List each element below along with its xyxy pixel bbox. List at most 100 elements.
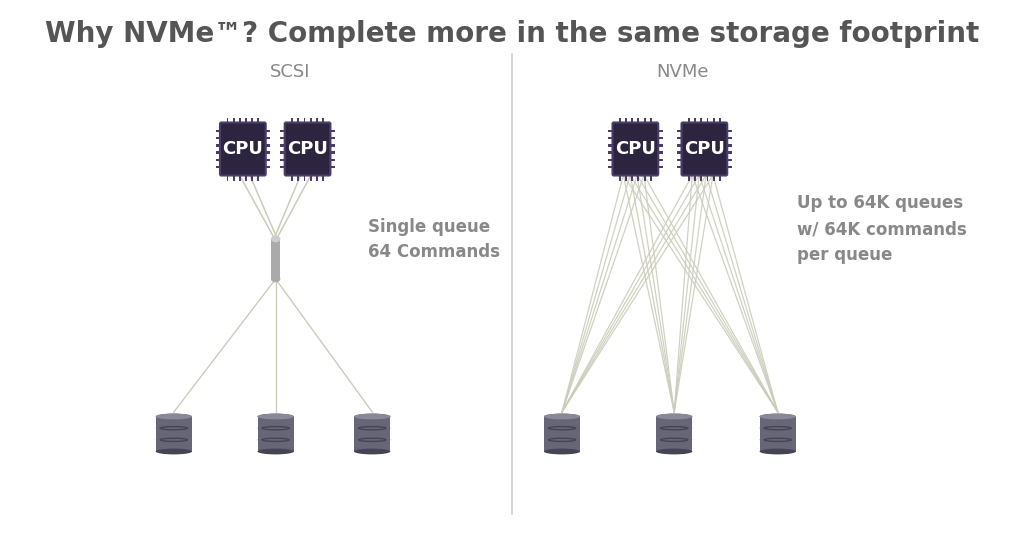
Ellipse shape [354,425,390,431]
Bar [719,174,721,181]
Text: CPU: CPU [684,140,725,158]
Bar [726,159,731,161]
Bar [257,417,294,428]
Bar [677,166,683,168]
Bar [760,428,796,440]
Bar [264,144,270,146]
Bar [608,137,613,139]
Ellipse shape [156,413,191,419]
Bar [726,144,731,146]
Bar [354,440,390,452]
Bar [281,137,286,139]
Ellipse shape [257,413,294,419]
Bar [726,151,731,153]
Text: CPU: CPU [287,140,328,158]
Bar [264,137,270,139]
Bar [309,174,311,181]
Bar [608,151,613,153]
Bar [216,159,221,161]
Ellipse shape [760,413,796,419]
Bar [281,151,286,153]
Bar [608,159,613,161]
Bar [239,118,241,124]
Bar [677,159,683,161]
Bar [677,130,683,132]
Bar [626,118,627,124]
Bar [315,174,317,181]
Bar [688,174,690,181]
Ellipse shape [156,437,191,443]
Bar [245,118,247,124]
Bar [291,174,293,181]
Ellipse shape [656,413,692,419]
Bar [257,118,259,124]
Bar [713,118,715,124]
Bar [650,118,651,124]
Bar [713,174,715,181]
Ellipse shape [257,425,294,431]
Ellipse shape [544,449,581,454]
Text: CPU: CPU [222,140,263,158]
Bar [688,118,690,124]
FancyBboxPatch shape [682,122,727,176]
Bar [156,428,191,440]
Text: Single queue
64 Commands: Single queue 64 Commands [368,218,500,261]
Bar [264,130,270,132]
Bar [281,130,286,132]
Bar [760,440,796,452]
Bar [657,166,663,168]
Bar [644,174,645,181]
Bar [544,417,581,428]
Bar [315,118,317,124]
Bar [694,118,696,124]
Bar [632,118,633,124]
Bar [632,174,633,181]
Bar [608,166,613,168]
Bar [626,174,627,181]
Bar [226,118,228,124]
Bar [297,118,299,124]
Bar [251,118,253,124]
Ellipse shape [544,437,581,443]
Ellipse shape [544,413,581,419]
Ellipse shape [156,413,191,419]
Bar [216,144,221,146]
Bar [638,118,639,124]
Bar [694,174,696,181]
Bar [656,417,692,428]
Bar [156,417,191,428]
Bar [264,151,270,153]
Ellipse shape [257,449,294,454]
Bar [309,118,311,124]
Ellipse shape [257,437,294,443]
Ellipse shape [354,413,390,419]
Bar [329,144,335,146]
Bar [271,239,281,279]
Ellipse shape [760,449,796,454]
Bar [232,118,234,124]
Ellipse shape [656,437,692,443]
Bar [322,118,324,124]
Bar [657,151,663,153]
Bar [638,174,639,181]
Bar [726,130,731,132]
Bar [707,118,709,124]
Bar [618,118,621,124]
Bar [216,130,221,132]
Ellipse shape [156,425,191,431]
Bar [216,166,221,168]
Bar [719,118,721,124]
Text: Up to 64K queues
w/ 64K commands
per queue: Up to 64K queues w/ 64K commands per que… [797,194,967,264]
Bar [657,144,663,146]
Bar [656,428,692,440]
Ellipse shape [271,236,281,242]
Ellipse shape [354,413,390,419]
Bar [329,151,335,153]
Bar [677,144,683,146]
Ellipse shape [544,413,581,419]
Text: SCSI: SCSI [270,63,310,81]
Bar [700,174,702,181]
Bar [264,159,270,161]
Bar [760,417,796,428]
Bar [232,174,234,181]
